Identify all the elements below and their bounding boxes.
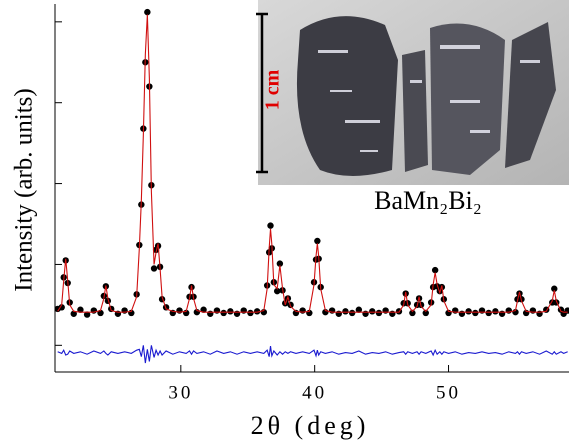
- data-point: [207, 310, 214, 317]
- data-point: [472, 309, 479, 317]
- data-point: [176, 307, 183, 314]
- data-point: [90, 307, 98, 314]
- plot-area: [55, 8, 569, 364]
- x-tick-label: 30: [168, 382, 193, 403]
- data-point: [144, 8, 151, 16]
- crystal: [430, 23, 505, 176]
- crystal: [402, 50, 428, 172]
- data-point: [299, 307, 306, 314]
- x-axis-label: 2θ (deg): [251, 411, 370, 440]
- data-point: [375, 309, 383, 317]
- scale-label: 1 cm: [262, 69, 284, 110]
- data-point: [70, 310, 77, 317]
- data-point: [121, 307, 128, 314]
- data-point: [355, 306, 363, 313]
- data-point: [253, 308, 261, 315]
- series-line: [57, 345, 568, 364]
- data-point: [240, 307, 247, 314]
- reflections: [318, 45, 540, 152]
- inset-photo: 1 cm: [256, 0, 569, 185]
- data-point: [389, 310, 396, 317]
- data-point: [227, 308, 234, 315]
- data-point: [83, 311, 91, 318]
- data-point: [362, 310, 369, 317]
- data-point: [422, 309, 429, 317]
- data-point: [233, 310, 241, 317]
- data-point: [273, 287, 281, 295]
- data-point: [150, 265, 158, 272]
- data-point: [220, 309, 227, 317]
- data-point: [492, 308, 499, 315]
- data-point: [452, 307, 459, 314]
- inset-caption: BaMn₂Bi₂: [374, 186, 482, 215]
- y-axis-label: Intensity (arb. units): [11, 88, 38, 291]
- data-point: [77, 306, 84, 313]
- data-point: [342, 308, 349, 315]
- data-point: [498, 310, 506, 317]
- data-point: [328, 307, 336, 314]
- data-point: [465, 308, 472, 315]
- data-point: [314, 237, 321, 245]
- data-point: [458, 310, 466, 317]
- data-point: [335, 310, 342, 317]
- x-tick-label: 50: [436, 382, 461, 403]
- data-point: [551, 285, 558, 292]
- data-point: [478, 307, 486, 314]
- data-point: [348, 309, 356, 317]
- x-tick-label: 40: [302, 382, 327, 403]
- data-point: [267, 222, 274, 229]
- data-point: [431, 266, 439, 274]
- crystal: [505, 22, 556, 168]
- data-point: [369, 308, 376, 315]
- data-point: [382, 307, 389, 314]
- data-point: [247, 309, 254, 317]
- data-point: [505, 307, 512, 314]
- crystal: [296, 16, 398, 176]
- data-point: [58, 304, 65, 311]
- data-point: [276, 260, 284, 267]
- data-point: [409, 309, 416, 317]
- data-point: [529, 307, 537, 314]
- data-point: [213, 307, 221, 314]
- series-line: [57, 14, 568, 313]
- data-point: [485, 309, 492, 317]
